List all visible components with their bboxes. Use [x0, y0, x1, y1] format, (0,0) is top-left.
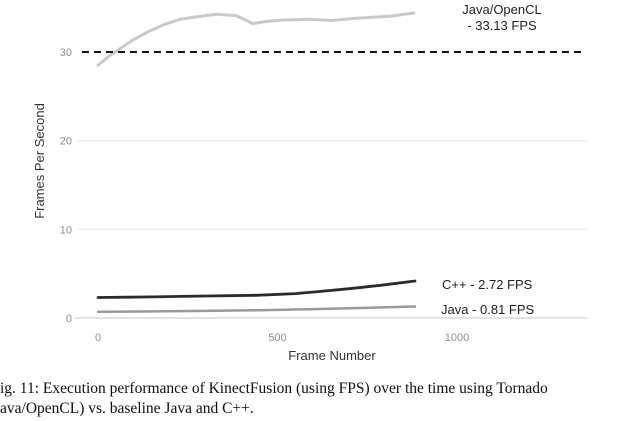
- annotation-java-opencl-line2: - 33.13 FPS: [467, 18, 537, 33]
- series-line-java: [96, 305, 417, 314]
- x-tick-label-1000: 1000: [445, 332, 469, 344]
- y-tick-label-30: 30: [60, 47, 72, 59]
- y-tick-label-20: 20: [60, 136, 72, 148]
- x-tick-label-500: 500: [268, 332, 286, 344]
- series-line-cpp: [96, 279, 417, 299]
- figure-caption: ig. 11: Execution performance of KinectF…: [0, 379, 640, 418]
- figure-caption-line2: ava/OpenCL) vs. baseline Java and C++.: [0, 399, 254, 417]
- annotation-java-opencl-line1: Java/OpenCL: [462, 2, 542, 17]
- x-tick-label-0: 0: [95, 332, 101, 344]
- y-axis-title: Frames Per Second: [32, 103, 47, 219]
- y-tick-label-10: 10: [60, 224, 72, 236]
- x-axis-title: Frame Number: [288, 348, 376, 363]
- annotation-cpp-line1: C++ - 2.72 FPS: [442, 277, 533, 292]
- figure-caption-line1: ig. 11: Execution performance of KinectF…: [0, 380, 548, 397]
- y-tick-label-0: 0: [66, 313, 72, 325]
- fps-line-chart: 0 10 20 30 0 500 1000 Frame Number Frames Per Se…: [32, 2, 587, 363]
- annotation-java-line1: Java - 0.81 FPS: [441, 302, 535, 317]
- series-line-java-opencl: [96, 11, 416, 67]
